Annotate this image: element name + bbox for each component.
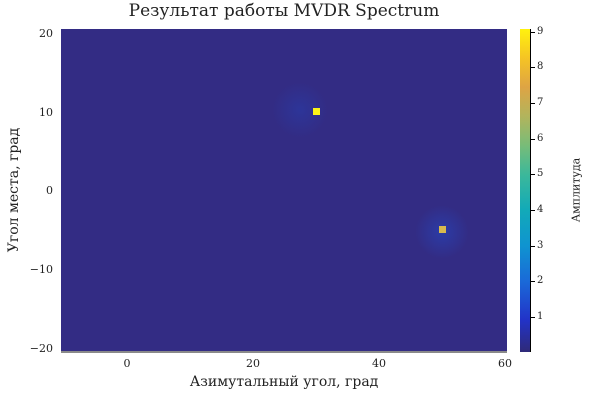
x-tick: 20 xyxy=(246,357,260,370)
colorbar-label: 5 xyxy=(537,168,544,179)
colorbar-label: 3 xyxy=(537,240,544,251)
x-tick: 0 xyxy=(123,357,131,370)
colorbar-label: 2 xyxy=(537,275,544,286)
colorbar-tick xyxy=(531,32,535,33)
peak-1 xyxy=(313,108,320,115)
colorbar-label: 1 xyxy=(537,311,544,322)
y-tick: −10 xyxy=(29,263,53,276)
colorbar-tick xyxy=(531,246,535,247)
peak-2 xyxy=(439,226,446,233)
colorbar-tick xyxy=(531,103,535,104)
colorbar-tick xyxy=(531,67,535,68)
colorbar-label: 6 xyxy=(537,133,544,144)
y-tick: 0 xyxy=(46,184,53,197)
x-axis-label: Азимутальный угол, град xyxy=(189,374,379,390)
chart-title: Результат работы MVDR Spectrum xyxy=(128,1,440,21)
colorbar-tick xyxy=(531,281,535,282)
colorbar-axis xyxy=(530,29,531,352)
colorbar-tick xyxy=(531,174,535,175)
colorbar-title: Амплитуда xyxy=(569,157,583,223)
x-tick: 60 xyxy=(498,357,512,370)
colorbar-tick xyxy=(531,139,535,140)
colorbar-label: 7 xyxy=(537,97,544,108)
y-tick: 10 xyxy=(39,106,53,119)
colorbar-tick xyxy=(531,317,535,318)
colorbar-tick xyxy=(531,210,535,211)
y-tick: −20 xyxy=(29,342,53,355)
x-axis-line xyxy=(61,351,507,353)
colorbar xyxy=(520,29,530,352)
colorbar-label: 9 xyxy=(537,26,544,37)
heatmap-plot-area xyxy=(61,29,507,352)
y-axis-label: Угол места, град xyxy=(6,127,22,253)
colorbar-label: 8 xyxy=(537,61,544,72)
x-tick: 40 xyxy=(372,357,386,370)
colorbar-label: 4 xyxy=(537,204,544,215)
y-tick: 20 xyxy=(39,27,53,40)
